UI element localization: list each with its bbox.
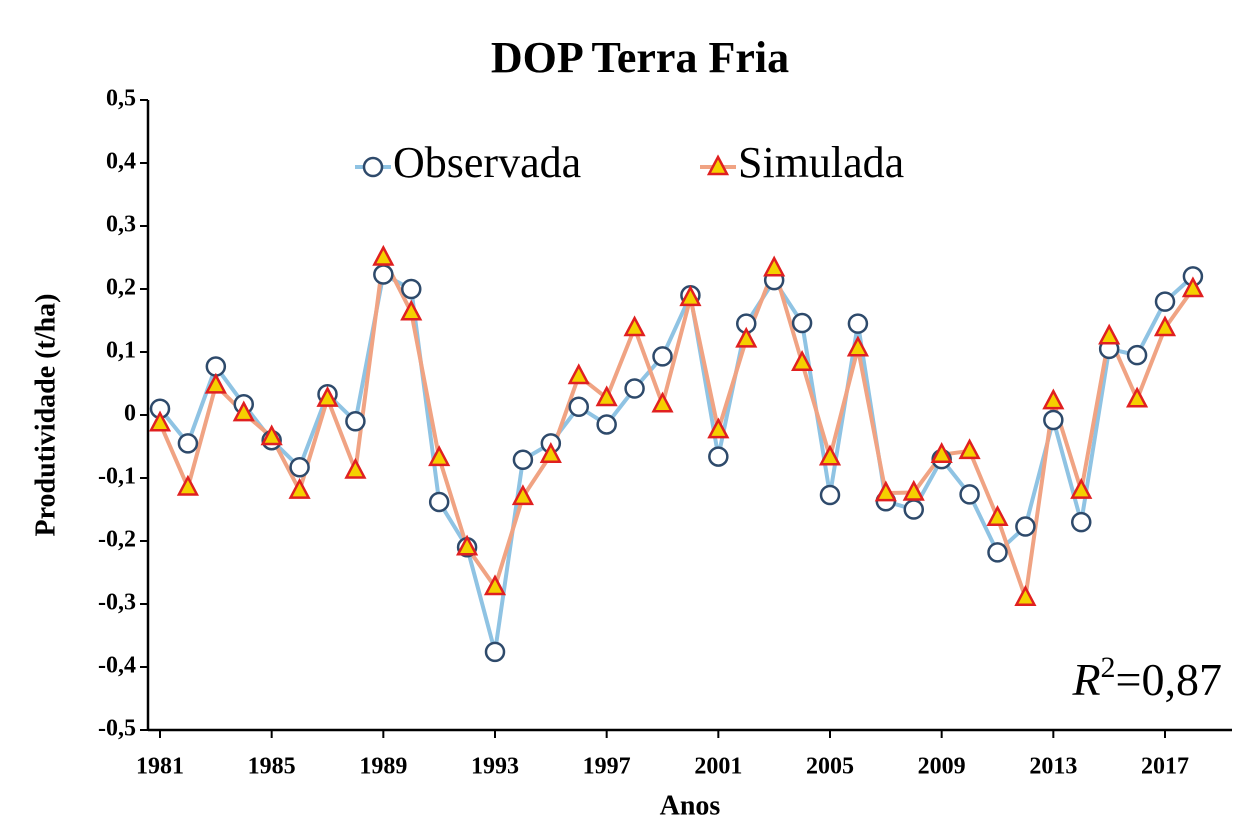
point — [1126, 386, 1149, 408]
x-tick-label: 1985 — [248, 754, 296, 780]
point — [373, 264, 394, 285]
point — [624, 378, 645, 399]
point — [903, 499, 925, 520]
point — [679, 285, 702, 307]
x-tick-label: 2017 — [1141, 754, 1189, 780]
point — [707, 417, 730, 439]
point — [1042, 388, 1065, 410]
point — [204, 372, 227, 394]
point — [289, 457, 310, 478]
point — [1043, 409, 1064, 431]
point — [344, 457, 367, 479]
y-tick-label: 0,2 — [106, 275, 136, 301]
point — [345, 411, 366, 432]
point — [846, 335, 869, 357]
point — [1014, 585, 1037, 606]
point — [1070, 477, 1093, 499]
legend-marker — [706, 154, 730, 176]
point — [735, 326, 758, 348]
point — [1154, 291, 1176, 312]
point — [539, 442, 562, 463]
point — [1181, 276, 1204, 298]
point — [902, 479, 925, 501]
point — [987, 542, 1008, 563]
point — [623, 315, 646, 337]
y-tick-label: -0,5 — [98, 716, 136, 742]
y-tick-label: 0,3 — [106, 212, 136, 238]
y-tick-label: -0,1 — [98, 464, 136, 490]
point — [372, 244, 395, 266]
legend-label: Simulada — [738, 138, 904, 187]
point — [428, 445, 451, 467]
y-axis-label: Produtividade (t/ha) — [30, 294, 61, 537]
point — [818, 444, 842, 466]
point — [651, 391, 674, 413]
point — [511, 484, 534, 506]
point — [930, 442, 953, 463]
x-tick-label: 2013 — [1029, 754, 1077, 780]
legend-label: Observada — [393, 138, 581, 187]
point — [177, 433, 199, 454]
point — [288, 477, 311, 499]
x-tick-label: 1997 — [583, 754, 631, 780]
point — [791, 312, 813, 334]
point — [1126, 344, 1148, 366]
point — [791, 350, 814, 371]
r-symbol: R — [1071, 654, 1100, 705]
point — [652, 346, 673, 367]
r-superscript: 2 — [1101, 651, 1116, 684]
legend-marker — [362, 156, 384, 178]
point — [484, 641, 506, 663]
point — [232, 400, 255, 422]
y-tick-label: 0,1 — [106, 338, 136, 364]
point — [763, 255, 786, 277]
y-tick-label: -0,3 — [98, 590, 136, 616]
point — [596, 414, 617, 435]
point — [148, 410, 172, 432]
series-line — [158, 271, 1195, 653]
point — [456, 534, 479, 556]
point — [401, 278, 422, 300]
r-squared: R2=0,87 — [1071, 651, 1222, 705]
x-tick-label: 1989 — [359, 754, 407, 780]
point — [986, 505, 1009, 526]
point — [428, 491, 450, 513]
r-value: =0,87 — [1116, 654, 1222, 705]
point — [1153, 315, 1177, 337]
point — [708, 446, 729, 467]
series-line — [158, 250, 1195, 599]
point — [1015, 516, 1036, 537]
point — [1071, 511, 1092, 533]
point — [260, 424, 283, 446]
point — [1098, 323, 1121, 345]
point — [959, 484, 980, 505]
x-axis-label: Anos — [660, 790, 721, 820]
x-tick-label: 2009 — [918, 754, 966, 780]
point — [176, 474, 199, 496]
point — [400, 299, 423, 321]
x-tick-label: 2005 — [806, 754, 854, 780]
y-tick-label: -0,2 — [98, 527, 136, 553]
point — [483, 574, 507, 596]
point — [512, 449, 534, 470]
y-tick-label: 0 — [124, 401, 136, 427]
point — [958, 438, 981, 460]
point — [568, 396, 590, 418]
x-tick-label: 2001 — [694, 754, 742, 780]
point — [874, 480, 897, 502]
point — [847, 313, 869, 334]
x-tick-label: 1993 — [471, 754, 519, 780]
chart-title: DOP Terra Fria — [491, 33, 789, 82]
y-tick-label: 0,4 — [106, 149, 136, 175]
point — [567, 363, 590, 385]
point — [316, 385, 339, 407]
point — [819, 484, 841, 506]
x-tick-label: 1981 — [136, 754, 184, 780]
y-tick-label: 0,5 — [106, 86, 136, 112]
y-tick-label: -0,4 — [98, 653, 136, 679]
point — [595, 385, 618, 407]
